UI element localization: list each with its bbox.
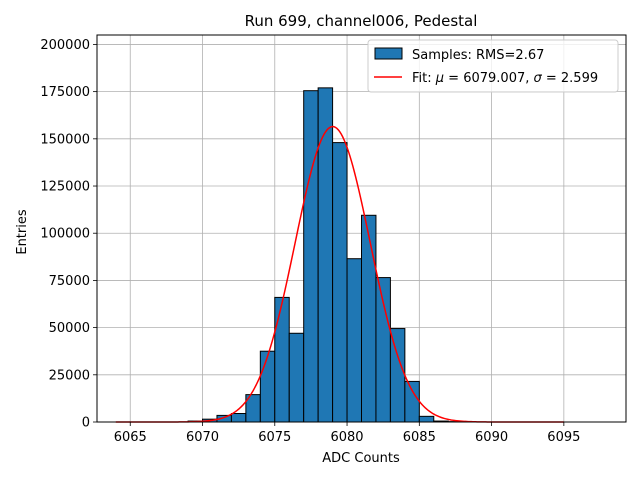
- x-axis: 6065 6070 6075 6080 6085 6090 6095: [114, 422, 580, 445]
- x-tick-label: 6075: [258, 430, 291, 445]
- legend-label-fit: Fit: μ = 6079.007, σ = 2.599: [412, 71, 598, 86]
- plot-frame: [96, 34, 627, 423]
- y-tick-label: 175000: [40, 85, 90, 100]
- y-tick-label: 75000: [49, 274, 90, 289]
- histogram-bars: [187, 87, 464, 423]
- histogram-bar: [230, 413, 247, 423]
- y-tick-label: 100000: [40, 227, 90, 242]
- x-tick-label: 6095: [547, 430, 580, 445]
- legend: Samples: RMS=2.67 Fit: μ = 6079.007, σ =…: [367, 39, 619, 93]
- x-tick-label: 6085: [403, 430, 436, 445]
- histogram-bar: [332, 142, 348, 423]
- x-axis-label: ADC Counts: [322, 451, 400, 466]
- histogram-bar: [389, 328, 406, 423]
- histogram-bar: [288, 332, 305, 423]
- legend-label-samples: Samples: RMS=2.67: [412, 48, 544, 63]
- histogram-bar: [303, 90, 319, 423]
- histogram-bar: [404, 380, 420, 423]
- histogram-bar: [317, 87, 334, 423]
- y-tick-label: 50000: [49, 321, 90, 336]
- x-tick-label: 6070: [186, 430, 219, 445]
- histogram-bar: [346, 258, 362, 423]
- y-tick-label: 200000: [40, 38, 90, 53]
- y-tick-label: 150000: [40, 132, 90, 147]
- histogram-bar: [259, 350, 276, 423]
- x-tick-label: 6090: [475, 430, 508, 445]
- legend-box: [367, 39, 619, 93]
- y-axis: 0 25000 50000 75000 100000 125000 150000 175000…: [40, 38, 97, 431]
- y-tick-label: 125000: [40, 180, 90, 195]
- histogram-bar: [418, 415, 435, 423]
- legend-swatch-samples: [374, 47, 403, 60]
- y-axis-label: Entries: [15, 209, 30, 255]
- y-tick-label: 25000: [49, 368, 90, 383]
- histogram-bar: [361, 214, 377, 423]
- x-tick-label: 6080: [330, 430, 363, 445]
- chart-title: Run 699, channel006, Pedestal: [245, 12, 478, 30]
- histogram-bar: [274, 296, 290, 423]
- x-tick-label: 6065: [114, 430, 147, 445]
- y-tick-label: 0: [82, 416, 90, 431]
